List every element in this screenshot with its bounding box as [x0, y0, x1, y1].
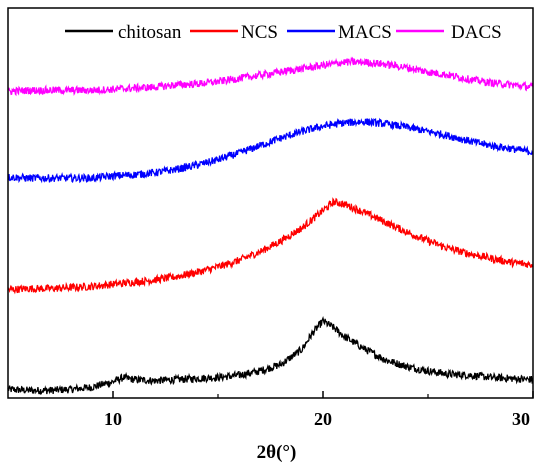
series-line-chitosan — [7, 316, 534, 396]
legend: chitosan NCS MACS DACS — [65, 22, 502, 43]
x-tick-label: 10 — [104, 409, 122, 429]
x-axis-title: 2θ(°) — [257, 442, 297, 463]
legend-label-chitosan: chitosan — [118, 22, 182, 43]
x-ticks: 10 20 30 — [104, 391, 534, 429]
legend-label-dacs: DACS — [451, 22, 502, 43]
x-tick-label: 20 — [314, 409, 332, 429]
series-line-ncs — [7, 197, 534, 295]
legend-label-ncs: NCS — [241, 22, 278, 43]
series-layer — [7, 56, 534, 396]
plot-frame — [7, 7, 534, 399]
series-line-dacs — [7, 56, 534, 97]
series-line-macs — [7, 117, 534, 184]
x-tick-label: 30 — [512, 409, 530, 429]
legend-label-macs: MACS — [338, 22, 392, 43]
plot-area: 10 20 30 — [7, 7, 534, 429]
